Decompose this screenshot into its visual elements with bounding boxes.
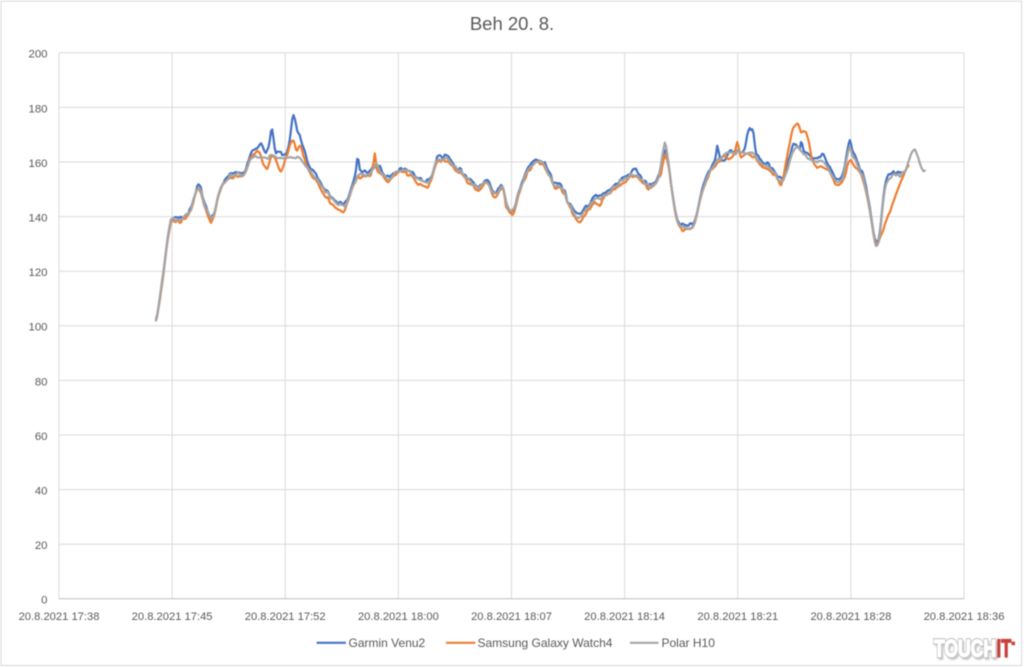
svg-text:Samsung Galaxy Watch4: Samsung Galaxy Watch4 — [478, 636, 613, 650]
svg-text:180: 180 — [28, 103, 47, 115]
svg-text:TOUCH: TOUCH — [936, 637, 998, 664]
svg-text:160: 160 — [28, 158, 47, 170]
svg-text:80: 80 — [35, 376, 48, 388]
svg-text:IT: IT — [997, 635, 1012, 663]
svg-text:20.8.2021 18:36: 20.8.2021 18:36 — [924, 611, 1005, 623]
svg-text:100: 100 — [28, 322, 47, 334]
svg-text:Polar H10: Polar H10 — [662, 636, 716, 650]
svg-text:20.8.2021 18:00: 20.8.2021 18:00 — [358, 611, 439, 623]
svg-text:Beh 20. 8.: Beh 20. 8. — [470, 13, 554, 34]
svg-text:20.8.2021 18:28: 20.8.2021 18:28 — [810, 611, 891, 623]
svg-text:0: 0 — [41, 595, 47, 607]
svg-text:20.8.2021 17:45: 20.8.2021 17:45 — [132, 611, 213, 623]
svg-text:20: 20 — [35, 540, 48, 552]
svg-text:20.8.2021 17:52: 20.8.2021 17:52 — [245, 611, 326, 623]
svg-text:Garmin Venu2: Garmin Venu2 — [349, 636, 426, 650]
svg-text:200: 200 — [28, 49, 47, 61]
svg-text:140: 140 — [28, 213, 47, 225]
svg-text:40: 40 — [35, 486, 48, 498]
svg-text:120: 120 — [28, 267, 47, 279]
svg-text:TOUCH: TOUCH — [934, 636, 996, 663]
svg-text:20.8.2021 18:21: 20.8.2021 18:21 — [697, 611, 778, 623]
svg-text:20.8.2021 18:14: 20.8.2021 18:14 — [584, 611, 665, 623]
svg-text:TOUCH: TOUCH — [934, 636, 996, 663]
svg-text:20.8.2021 18:07: 20.8.2021 18:07 — [471, 611, 552, 623]
svg-text:60: 60 — [35, 431, 48, 443]
svg-text:20.8.2021 17:38: 20.8.2021 17:38 — [19, 611, 100, 623]
